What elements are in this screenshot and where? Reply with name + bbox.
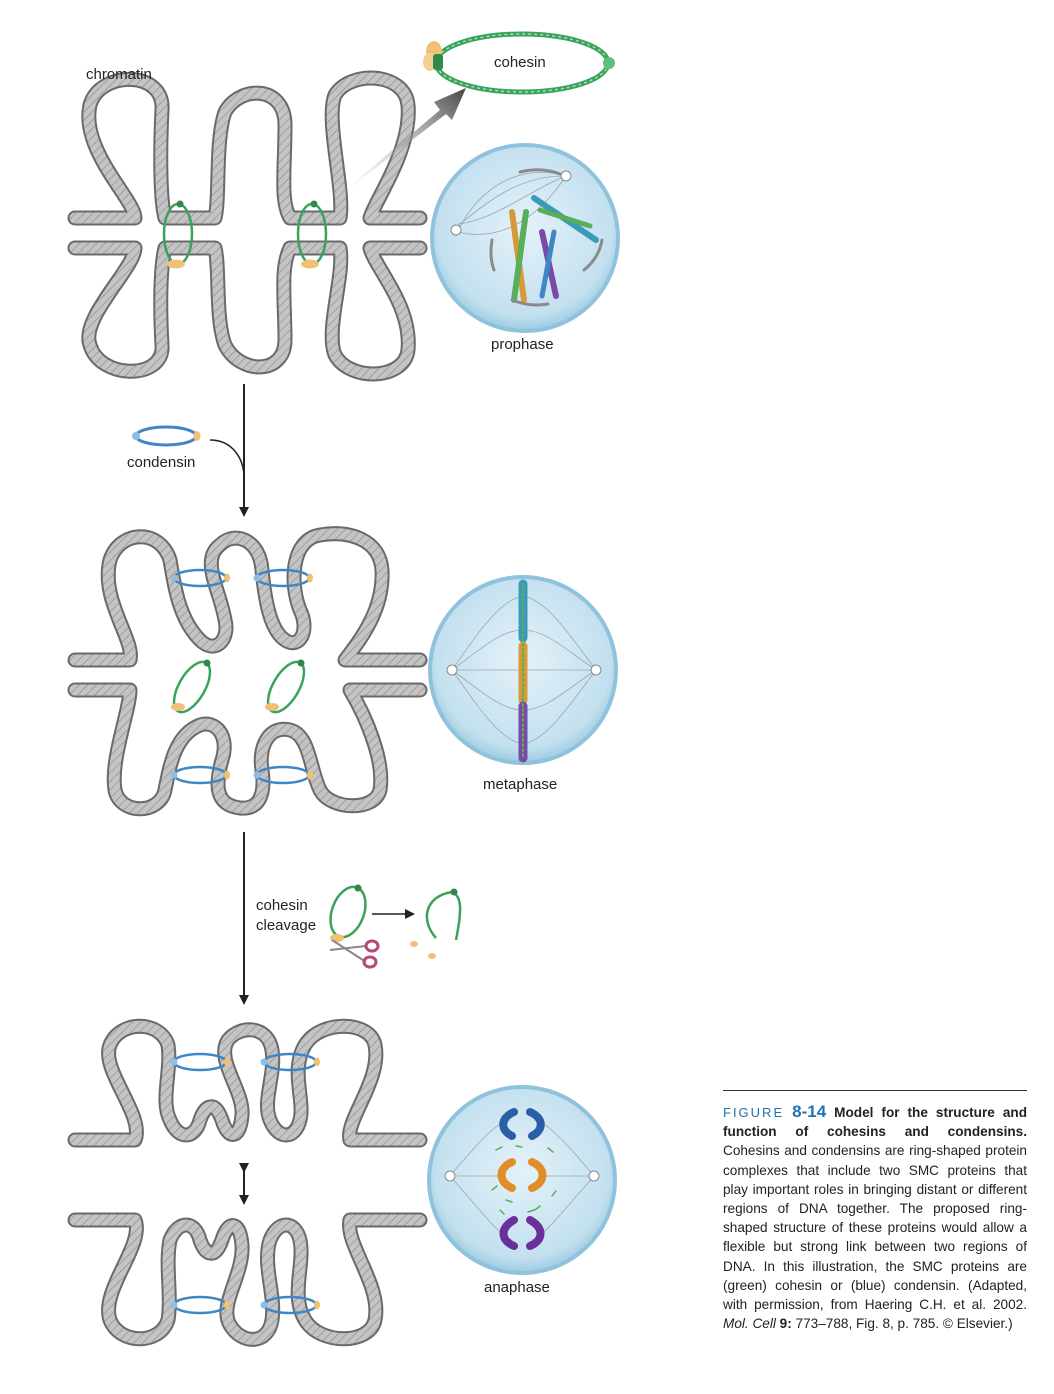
- cohesin-cleavage-label-line2: cleavage: [256, 917, 316, 934]
- protein-head: [265, 703, 279, 711]
- condensin-ring-detail: [132, 425, 201, 447]
- caption-figure-word: FIGURE: [723, 1105, 785, 1120]
- anaphase-cell: [427, 1085, 617, 1275]
- anaphase-label: anaphase: [484, 1279, 550, 1296]
- chromatin-label: chromatin: [86, 66, 152, 83]
- caption-copyright: © Elsevier.): [942, 1316, 1013, 1332]
- protein-head: [224, 1300, 230, 1310]
- prophase-cell: [430, 143, 620, 333]
- smc-hinge: [170, 1058, 178, 1066]
- caption-pages: 773–788, Fig. 8, p. 785.: [795, 1316, 940, 1332]
- zoom-arrow: [326, 88, 466, 206]
- condensin-join-curve: [209, 439, 245, 479]
- figure-caption: FIGURE 8-14 Model for the structure and f…: [723, 1090, 1027, 1333]
- smc-hinge: [170, 574, 178, 582]
- smc-hinge: [253, 574, 261, 582]
- protein-head: [224, 1057, 230, 1067]
- caption-journal: Mol. Cell: [723, 1316, 776, 1332]
- smc-hinge: [176, 200, 184, 208]
- smc-hinge: [170, 1301, 178, 1309]
- caption-volume: 9:: [779, 1316, 792, 1332]
- chromatin-prophase: [67, 78, 428, 374]
- protein-head: [301, 259, 319, 269]
- protein-head: [307, 770, 313, 780]
- metaphase-label: metaphase: [483, 776, 557, 793]
- chromatin-metaphase: [67, 534, 428, 809]
- protein-head: [224, 770, 230, 780]
- smc-hinge: [203, 659, 211, 667]
- protein-head: [224, 573, 230, 583]
- metaphase-cell: [428, 575, 618, 765]
- cohesin-ring-detail: [423, 31, 615, 95]
- prophase-label: prophase: [491, 336, 554, 353]
- smc-hinge: [260, 1058, 268, 1066]
- cohesin-label: cohesin: [494, 54, 546, 71]
- condensin-label: condensin: [127, 454, 195, 471]
- smc-hinge: [170, 771, 178, 779]
- caption-title: Model for the structure and function of …: [723, 1105, 1027, 1140]
- smc-hinge: [310, 200, 318, 208]
- protein-head: [167, 259, 185, 269]
- smc-hinge: [260, 1301, 268, 1309]
- condensin-ring: [172, 1295, 228, 1315]
- smc-hinge: [297, 659, 305, 667]
- protein-head: [314, 1300, 320, 1310]
- protein-head: [307, 573, 313, 583]
- cohesin-cleavage-label-line1: cohesin: [256, 897, 308, 914]
- chromatin-anaphase: [67, 1026, 428, 1339]
- cohesin-cleavage-illustration: [329, 884, 462, 969]
- condensin-ring: [172, 1052, 228, 1072]
- scissors-icon: [329, 939, 380, 969]
- smc-hinge: [253, 771, 261, 779]
- caption-body: Cohesins and condensins are ring-shaped …: [723, 1143, 1027, 1313]
- protein-head: [171, 703, 185, 711]
- caption-figure-number: 8-14: [792, 1102, 827, 1121]
- protein-head: [314, 1057, 320, 1067]
